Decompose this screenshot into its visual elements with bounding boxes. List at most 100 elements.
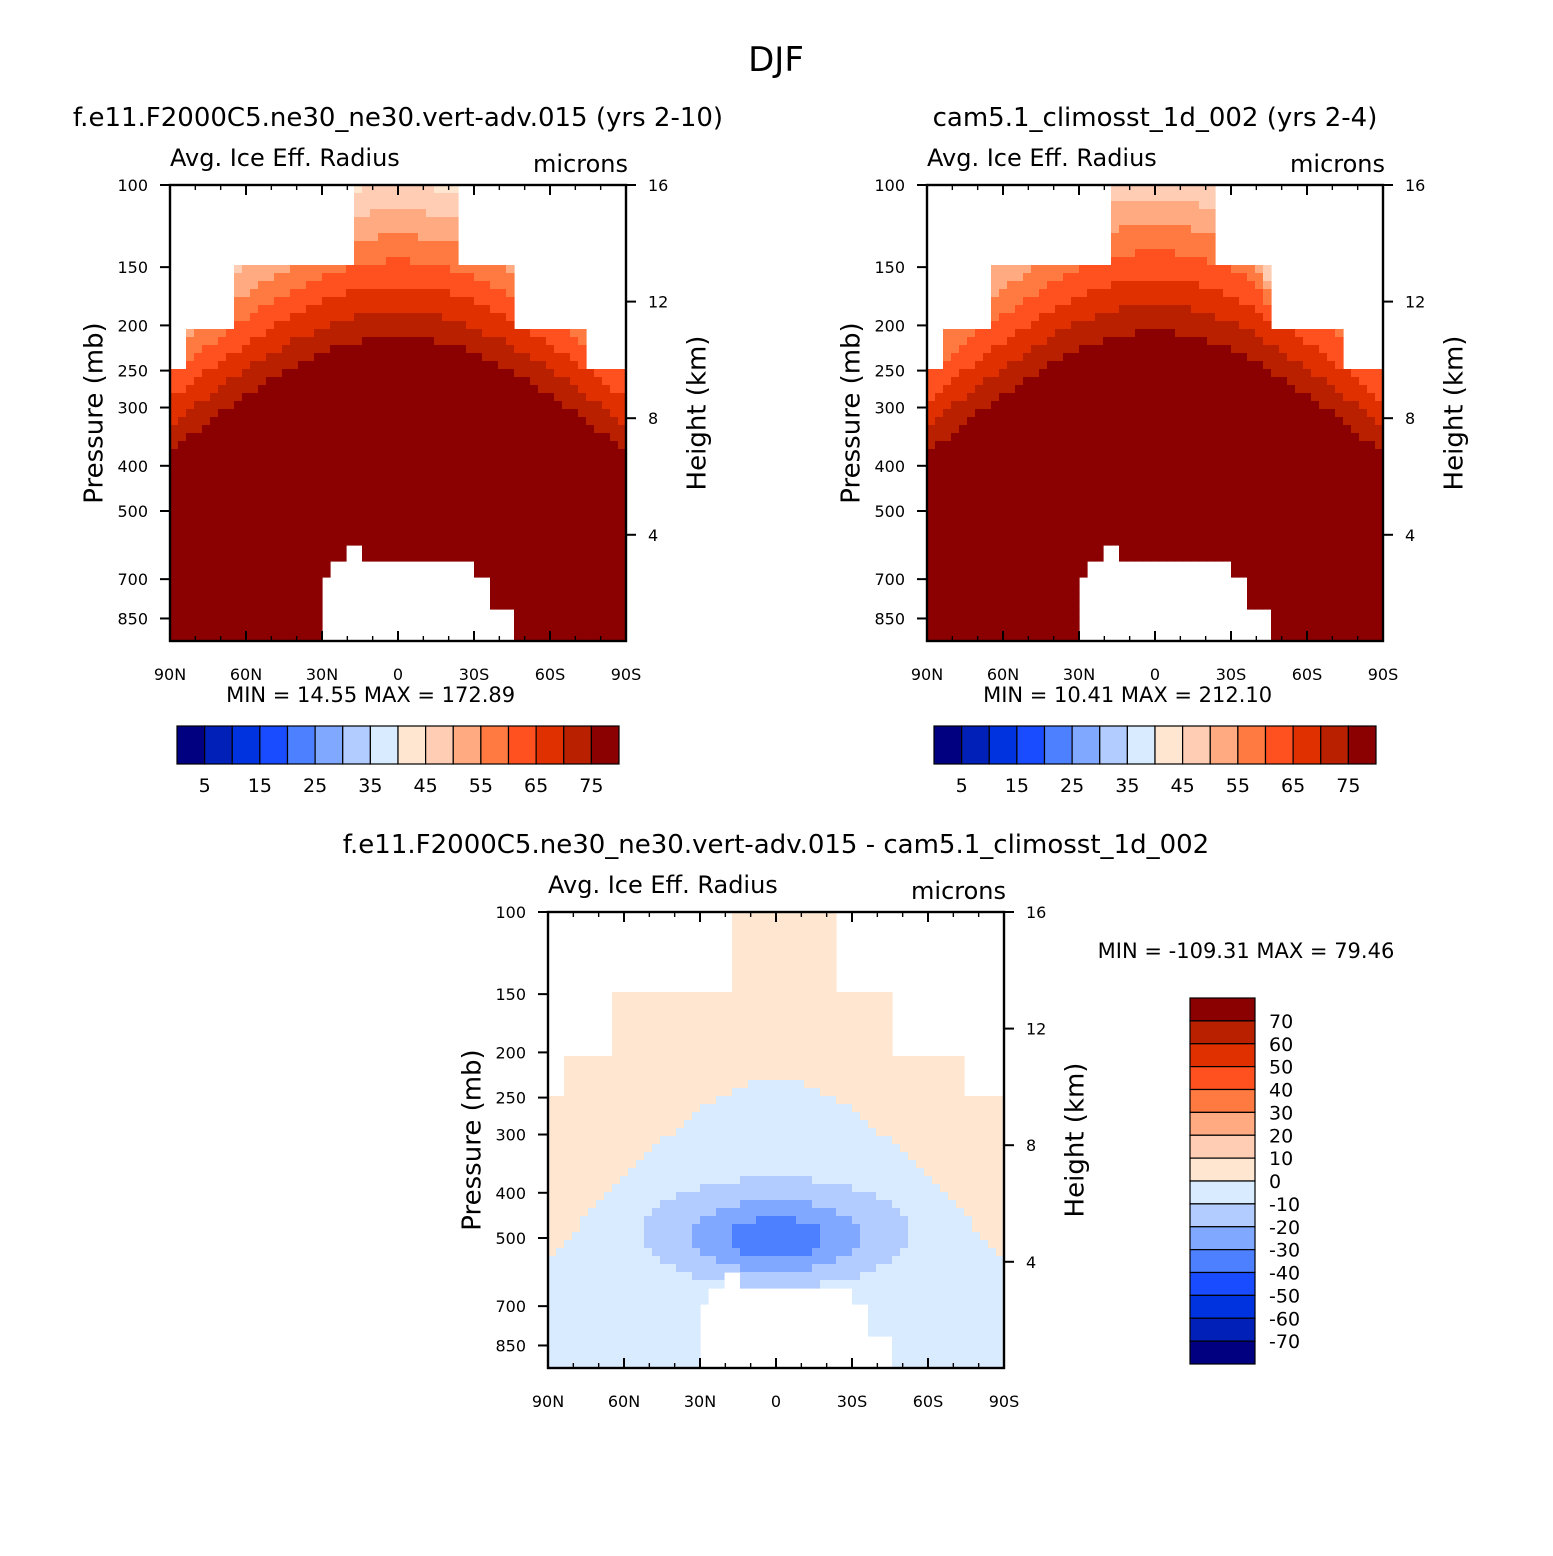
contour-cell [1359,545,1368,554]
contour-cell [570,505,579,514]
contour-cell [1335,545,1344,554]
contour-cell [250,545,259,554]
contour-cell [506,425,515,434]
contour-cell [1007,545,1016,554]
contour-cell [514,521,523,530]
contour-cell [298,577,307,586]
contour-cell [1071,513,1080,522]
contour-cell [1319,537,1328,546]
contour-cell [258,601,267,610]
contour-cell [975,465,984,474]
contour-cell [1071,497,1080,506]
contour-cell [1215,457,1224,466]
contour-cell [1287,473,1296,482]
contour-cell [1295,425,1304,434]
contour-cell [402,553,411,562]
contour-cell [362,505,371,514]
contour-cell [1023,585,1032,594]
contour-cell [466,553,475,562]
contour-cell [618,457,627,466]
contour-cell [466,465,475,474]
contour-cell [338,289,347,298]
contour-cell [1015,601,1024,610]
contour-cell [1103,481,1112,490]
contour-cell [1247,577,1256,586]
contour-cell [1255,305,1264,314]
contour-cell [194,529,203,538]
contour-cell [1063,601,1072,610]
contour-cell [1223,313,1232,322]
contour-cell [506,385,515,394]
contour-cell [1231,457,1240,466]
contour-cell [394,193,403,202]
contour-cell [202,625,211,634]
contour-cell [1351,601,1360,610]
contour-cell [298,593,307,602]
contour-cell [1015,265,1024,274]
contour-cell [1063,617,1072,626]
contour-cell [1055,321,1064,330]
contour-cell [1231,505,1240,514]
contour-cell [1271,417,1280,426]
contour-cell [1055,585,1064,594]
contour-cell [282,289,291,298]
contour-cell [258,433,267,442]
contour-cell [322,473,331,482]
contour-cell [266,417,275,426]
contour-cell [554,329,563,338]
contour-cell [1135,353,1144,362]
contour-cell [178,401,187,410]
contour-cell [402,529,411,538]
contour-cell [1143,417,1152,426]
contour-cell [1215,329,1224,338]
contour-cell [330,545,339,554]
contour-cell [1271,377,1280,386]
contour-cell [1127,529,1136,538]
contour-cell [1223,489,1232,498]
contour-cell [1335,441,1344,450]
contour-cell [458,305,467,314]
contour-cell [522,585,531,594]
contour-cell [1295,481,1304,490]
contour-cell [1023,449,1032,458]
contour-cell [234,417,243,426]
contour-cell [546,601,555,610]
contour-cell [506,481,515,490]
contour-cell [546,425,555,434]
contour-cell [1167,449,1176,458]
contour-cell [442,417,451,426]
contour-cell [999,409,1008,418]
contour-cell [514,401,523,410]
contour-cell [602,433,611,442]
contour-cell [1063,329,1072,338]
contour-cell [378,537,387,546]
contour-cell [370,329,379,338]
contour-cell [1055,609,1064,618]
contour-cell [234,409,243,418]
contour-cell [482,553,491,562]
contour-cell [426,529,435,538]
contour-cell [1055,577,1064,586]
contour-cell [1279,521,1288,530]
contour-cell [1167,521,1176,530]
contour-cell [1263,497,1272,506]
contour-cell [322,345,331,354]
contour-cell [466,537,475,546]
contour-cell [450,281,459,290]
contour-cell [562,601,571,610]
contour-cell [234,305,243,314]
contour-cell [1119,393,1128,402]
contour-cell [482,529,491,538]
contour-cell [242,537,251,546]
contour-cell [370,217,379,226]
contour-cell [426,361,435,370]
contour-cell [1143,489,1152,498]
contour-cell [967,409,976,418]
contour-cell [991,313,1000,322]
contour-cell [498,321,507,330]
contour-cell [434,217,443,226]
contour-cell [1239,553,1248,562]
contour-cell [1335,417,1344,426]
contour-cell [1071,377,1080,386]
contour-cell [1055,505,1064,514]
